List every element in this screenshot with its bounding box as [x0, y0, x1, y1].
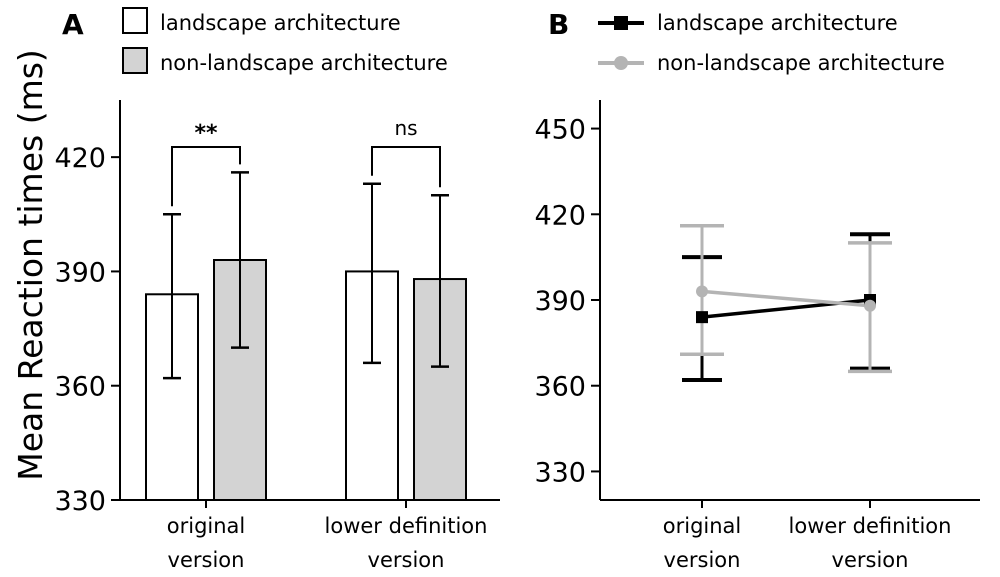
y-tick-label-b: 420: [534, 200, 586, 231]
legend-b: landscape architecture non-landscape arc…: [598, 11, 945, 75]
plot-b: [680, 223, 892, 382]
legend-b-marker-1: [614, 56, 628, 70]
axes-a: 330 360 390 420 original version lower definit…: [54, 100, 500, 572]
x-tick-label-b: original: [663, 514, 742, 538]
axes-b: 330 360 390 420 450 original version lower defi…: [534, 100, 980, 572]
y-axis-title: Mean Reaction times (ms): [11, 49, 50, 481]
legend-a-swatch-1: [122, 47, 148, 74]
y-tick-label-b: 360: [534, 372, 586, 403]
y-tick-label-b: 390: [534, 286, 586, 317]
significance-original: **: [194, 121, 218, 146]
legend-a-label-0: landscape architecture: [160, 11, 401, 35]
y-tick-label-b: 330: [534, 457, 586, 488]
x-tick-label-a: version: [168, 548, 245, 572]
legend-a-label-1: non-landscape architecture: [160, 51, 448, 75]
data-point: [696, 285, 708, 298]
y-tick-label-a: 420: [54, 143, 106, 174]
significance-lower-definition: ns: [394, 116, 417, 140]
x-tick-label-a: version: [368, 548, 445, 572]
legend-b-label-0: landscape architecture: [657, 11, 898, 35]
x-tick-label-a: original: [167, 514, 246, 538]
y-tick-label-b: 450: [534, 115, 586, 146]
panel-a-label: A: [62, 8, 84, 41]
data-point: [864, 299, 876, 312]
y-tick-label-a: 360: [54, 372, 106, 403]
legend-a-swatch-0: [122, 7, 148, 34]
significance-bracket: [371, 146, 441, 188]
data-point: [696, 311, 708, 324]
y-tick-label-a: 330: [54, 486, 106, 517]
series-line: [701, 289, 871, 308]
x-tick-label-b: lower definition: [789, 514, 952, 538]
legend-a: landscape architecture non-landscape arc…: [122, 7, 448, 75]
x-tick-label-b: version: [832, 548, 909, 572]
significance-bracket: [171, 146, 241, 207]
panel-b-label: B: [548, 8, 569, 41]
plot-a: [145, 146, 467, 501]
x-tick-label-a: lower definition: [325, 514, 488, 538]
y-tick-label-a: 390: [54, 257, 106, 288]
x-tick-label-b: version: [664, 548, 741, 572]
legend-b-marker-0: [614, 16, 628, 30]
legend-b-label-1: non-landscape architecture: [657, 51, 945, 75]
